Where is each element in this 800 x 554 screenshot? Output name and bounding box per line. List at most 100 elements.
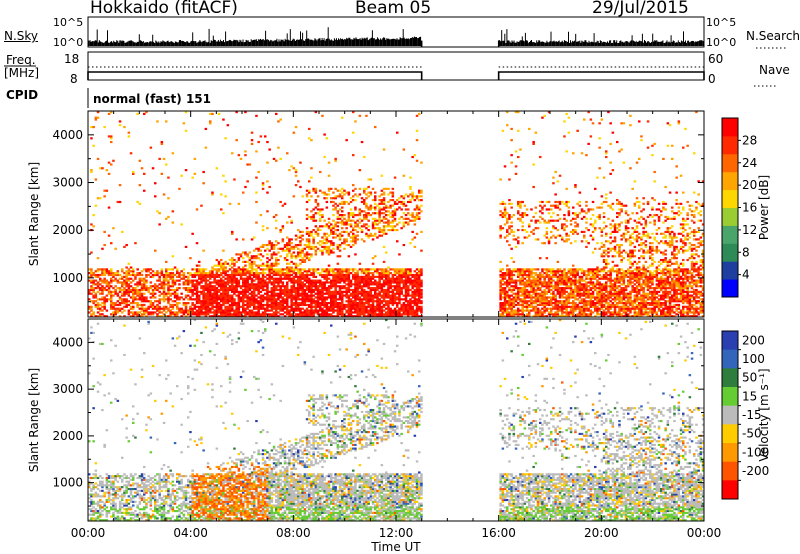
echo-cell	[222, 287, 225, 290]
echo-cell	[303, 243, 307, 247]
echo-cell	[121, 277, 124, 280]
echo-cell	[162, 193, 166, 196]
echo-cell	[127, 273, 131, 277]
echo-cell	[312, 219, 315, 222]
echo-cell	[195, 268, 199, 271]
echo-cell	[534, 283, 538, 286]
echo-cell	[294, 245, 298, 249]
echo-cell	[501, 292, 505, 295]
echo-cell	[565, 279, 568, 282]
echo-cell	[264, 288, 267, 292]
echo-cell	[121, 281, 124, 284]
echo-cell	[189, 298, 192, 301]
echo-cell	[266, 294, 269, 297]
echo-cell	[118, 288, 122, 292]
echo-cell	[246, 253, 249, 256]
echo-cell	[413, 281, 417, 284]
echo-cell	[376, 275, 379, 278]
echo-cell	[517, 311, 520, 314]
echo-cell	[211, 193, 214, 196]
echo-cell	[204, 127, 208, 131]
echo-cell	[521, 228, 524, 232]
echo-cell	[354, 238, 357, 241]
echo-cell	[189, 309, 192, 312]
echo-cell	[363, 290, 366, 293]
echo-cell	[101, 292, 104, 295]
echo-cell	[290, 221, 293, 224]
echo-cell	[332, 225, 335, 228]
echo-cell	[376, 285, 379, 288]
echo-cell	[297, 251, 300, 254]
echo-cell	[387, 221, 390, 224]
echo-cell	[290, 287, 293, 290]
echo-cell	[290, 253, 293, 256]
echo-cell	[279, 313, 282, 316]
echo-cell	[255, 287, 258, 290]
echo-cell	[510, 225, 513, 228]
echo-cell	[360, 200, 364, 204]
echo-cell	[385, 288, 388, 292]
echo-cell	[387, 281, 390, 284]
echo-cell	[292, 303, 296, 307]
echo-cell	[96, 273, 100, 277]
echo-cell	[244, 309, 247, 312]
echo-cell	[378, 287, 381, 290]
echo-cell	[277, 247, 280, 250]
echo-cell	[378, 208, 381, 211]
echo-cell	[105, 285, 109, 288]
echo-cell	[255, 315, 258, 318]
echo-cell	[244, 150, 247, 153]
echo-cell	[400, 290, 403, 293]
echo-cell	[209, 315, 212, 318]
echo-cell	[506, 228, 509, 232]
echo-cell	[239, 305, 243, 308]
echo-cell	[286, 296, 289, 299]
echo-cell	[136, 292, 139, 295]
echo-cell	[338, 255, 342, 258]
echo-cell	[268, 268, 271, 271]
echo-cell	[171, 277, 175, 280]
echo-cell	[349, 311, 353, 314]
echo-cell	[327, 221, 331, 224]
echo-cell	[281, 249, 285, 252]
echo-cell	[354, 302, 357, 305]
echo-cell	[510, 277, 513, 280]
echo-cell	[118, 124, 122, 127]
echo-cell	[418, 298, 421, 301]
echo-cell	[415, 298, 419, 301]
echo-cell	[523, 204, 527, 207]
echo-cell	[112, 227, 115, 230]
echo-cell	[272, 245, 276, 249]
echo-cell	[270, 303, 274, 307]
echo-cell	[393, 270, 397, 273]
echo-cell	[572, 283, 575, 286]
echo-cell	[541, 242, 544, 245]
echo-cell	[345, 279, 348, 282]
echo-cell	[382, 225, 386, 228]
echo-cell	[134, 311, 137, 314]
echo-cell	[545, 208, 549, 211]
echo-cell	[204, 287, 208, 290]
echo-cell	[215, 290, 219, 293]
echo-cell	[411, 294, 414, 297]
echo-cell	[506, 234, 509, 237]
echo-cell	[539, 275, 542, 278]
echo-cell	[270, 294, 274, 297]
echo-cell	[371, 223, 375, 226]
echo-cell	[398, 279, 401, 282]
echo-cell	[371, 225, 375, 228]
echo-cell	[565, 290, 568, 293]
echo-cell	[226, 302, 230, 305]
echo-cell	[413, 223, 417, 226]
echo-cell	[321, 313, 324, 316]
echo-cell	[305, 245, 309, 249]
echo-cell	[261, 262, 265, 265]
echo-cell	[231, 281, 234, 284]
echo-cell	[378, 272, 381, 275]
echo-cell	[105, 189, 109, 192]
echo-cell	[222, 288, 225, 292]
echo-cell	[336, 212, 340, 215]
echo-cell	[374, 270, 377, 273]
echo-cell	[198, 296, 201, 299]
echo-cell	[378, 212, 381, 215]
